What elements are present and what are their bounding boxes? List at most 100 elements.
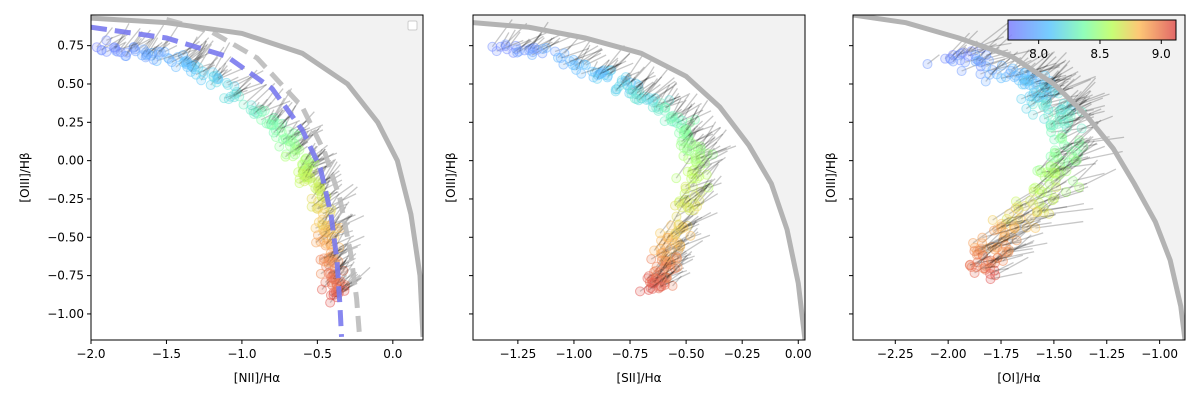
vector-line xyxy=(672,230,686,240)
data-point xyxy=(1004,208,1015,219)
vector-line xyxy=(1025,51,1055,81)
vector-line xyxy=(114,37,127,48)
vector-line xyxy=(281,105,297,133)
vector-line xyxy=(666,214,694,239)
vector-line xyxy=(1049,173,1065,185)
vector-line xyxy=(670,108,683,118)
vector-line xyxy=(1041,160,1082,193)
vector-line xyxy=(585,54,607,66)
vector-line xyxy=(1081,115,1113,130)
vector-line xyxy=(516,40,532,50)
vector-line xyxy=(980,234,1011,250)
data-point xyxy=(1001,213,1012,224)
data-point xyxy=(1033,92,1044,103)
vector-line xyxy=(687,162,710,173)
vector-line xyxy=(260,113,274,121)
vector-line xyxy=(665,261,677,267)
vector-line xyxy=(1003,224,1040,239)
vector-line xyxy=(652,95,663,103)
vector-line xyxy=(578,52,602,65)
vector-line xyxy=(664,92,680,112)
x-tick-label: −1.75 xyxy=(983,347,1020,361)
data-point xyxy=(317,208,328,219)
data-point xyxy=(647,102,658,113)
vector-line xyxy=(674,256,689,270)
vector-line xyxy=(1010,210,1036,235)
data-point xyxy=(678,222,689,233)
vector-line xyxy=(151,39,170,54)
data-point xyxy=(170,62,181,73)
x-axis-label: [OI]/Hα xyxy=(997,371,1040,385)
vector-line xyxy=(975,27,1008,60)
vector-line xyxy=(962,46,973,54)
data-point xyxy=(1032,165,1043,176)
vector-line xyxy=(531,40,560,56)
data-point xyxy=(198,70,209,81)
vector-line xyxy=(581,66,603,75)
vector-line xyxy=(1032,109,1046,116)
vector-line xyxy=(120,27,141,53)
vector-line xyxy=(1040,167,1073,174)
vector-line xyxy=(670,194,689,226)
reference-curve-0 xyxy=(91,24,345,338)
vector-line xyxy=(1001,73,1024,79)
vector-line xyxy=(949,30,979,59)
data-point xyxy=(633,95,644,106)
vector-line xyxy=(113,33,127,48)
vector-line xyxy=(649,272,665,283)
data-point xyxy=(1037,99,1048,110)
data-point xyxy=(163,52,174,63)
data-point xyxy=(128,41,139,52)
y-tick-label: 0.75 xyxy=(57,39,84,53)
vector-line xyxy=(1065,146,1088,172)
data-point xyxy=(610,86,621,97)
data-point xyxy=(1070,145,1081,156)
vector-line xyxy=(681,197,692,208)
data-point xyxy=(267,114,278,125)
data-point xyxy=(328,273,339,284)
vector-line xyxy=(331,213,354,239)
vector-line xyxy=(1065,159,1098,193)
vector-line xyxy=(574,47,602,67)
data-point xyxy=(989,244,1000,255)
vector-line xyxy=(335,268,349,285)
vector-line xyxy=(681,132,692,142)
vector-line xyxy=(990,271,1023,280)
x-tick-label: 0.0 xyxy=(383,347,402,361)
data-point xyxy=(635,286,646,297)
vector-line xyxy=(293,129,324,144)
vector-line xyxy=(666,252,688,265)
data-point xyxy=(968,237,979,248)
vector-line xyxy=(315,231,328,243)
vector-line xyxy=(1054,163,1096,170)
data-point xyxy=(181,55,192,66)
vector-line xyxy=(952,46,967,62)
vector-line xyxy=(186,55,205,65)
data-point xyxy=(140,47,151,58)
vector-line xyxy=(309,167,319,178)
data-point xyxy=(1021,222,1032,233)
data-point xyxy=(317,219,328,230)
vector-line xyxy=(664,255,688,284)
vector-line xyxy=(1001,51,1019,67)
data-point xyxy=(668,110,679,121)
vector-line xyxy=(1005,218,1042,247)
data-point xyxy=(689,190,700,201)
data-point xyxy=(641,94,652,105)
data-point xyxy=(1074,182,1085,193)
vector-line xyxy=(243,83,267,106)
data-point xyxy=(550,46,561,57)
data-point xyxy=(680,181,691,192)
data-point xyxy=(1065,111,1076,122)
data-point xyxy=(670,229,681,240)
vector-line xyxy=(1070,77,1097,106)
vector-line xyxy=(1056,129,1083,158)
data-point xyxy=(655,228,666,239)
vector-line xyxy=(1036,142,1073,172)
vector-line xyxy=(676,240,704,258)
vector-line xyxy=(336,274,348,286)
vector-line xyxy=(630,58,654,84)
vector-line xyxy=(233,82,252,98)
vector-line xyxy=(1052,190,1084,201)
vector-line xyxy=(990,253,1012,262)
